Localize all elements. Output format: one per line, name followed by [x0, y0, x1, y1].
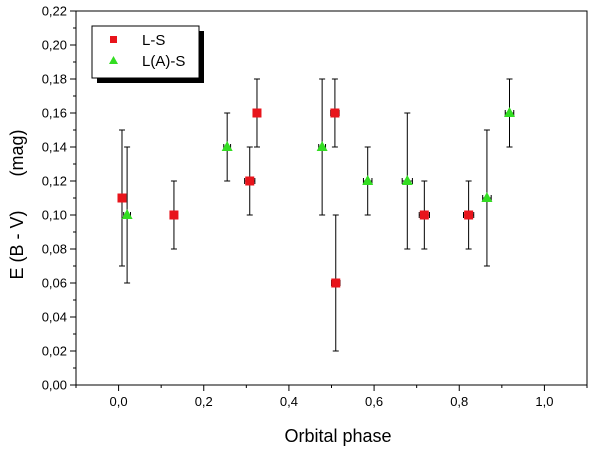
y-tick-label: 0,12 — [42, 174, 67, 189]
x-tick-label: 0,8 — [450, 394, 468, 409]
data-points — [117, 78, 515, 352]
data-point — [331, 214, 341, 352]
legend-marker-las — [109, 56, 118, 64]
data-point — [418, 180, 430, 250]
triangle-marker — [316, 141, 328, 151]
data-point — [503, 78, 515, 148]
x-tick-label: 0,6 — [365, 394, 383, 409]
legend-marker-ls — [110, 36, 117, 43]
triangle-marker — [121, 209, 133, 219]
legend-label-las: L(A)-S — [142, 53, 185, 70]
x-axis-title: Orbital phase — [284, 426, 391, 446]
data-point — [121, 146, 133, 284]
y-axis-unit: (mag) — [7, 129, 27, 176]
x-tick-label: 0,0 — [110, 394, 128, 409]
y-tick-label: 0,18 — [42, 72, 67, 87]
y-tick-label: 0,02 — [42, 344, 67, 359]
square-marker — [117, 193, 127, 203]
y-tick-label: 0,10 — [42, 208, 67, 223]
triangle-marker — [362, 175, 374, 185]
square-marker — [169, 210, 179, 220]
legend-label-ls: L-S — [142, 32, 165, 49]
data-point — [221, 112, 233, 182]
square-marker — [464, 210, 474, 220]
axis-ticks: 0,00 0,02 0,04 0,06 0,08 0,10 0,12 0,14 0,16 0,18… — [42, 4, 588, 409]
x-tick-label: 1,0 — [535, 394, 553, 409]
y-axis-title: E (B - V) — [7, 210, 27, 279]
x-tick-label: 0,4 — [280, 394, 298, 409]
triangle-marker — [401, 175, 413, 185]
y-tick-label: 0,00 — [42, 378, 67, 393]
y-tick-label: 0,14 — [42, 140, 67, 155]
data-point — [463, 180, 475, 250]
data-point — [169, 180, 179, 250]
data-point — [316, 78, 328, 216]
data-point — [330, 78, 340, 148]
y-tick-label: 0,04 — [42, 310, 67, 325]
data-point — [362, 146, 374, 216]
data-point — [117, 129, 127, 267]
y-tick-label: 0,22 — [42, 4, 67, 19]
data-point — [244, 146, 256, 216]
y-tick-label: 0,16 — [42, 106, 67, 121]
triangle-marker — [221, 141, 233, 151]
y-tick-label: 0,20 — [42, 38, 67, 53]
square-marker — [331, 278, 341, 288]
data-point — [481, 129, 493, 267]
square-marker — [419, 210, 429, 220]
y-tick-label: 0,08 — [42, 242, 67, 257]
square-marker — [252, 108, 262, 118]
data-point — [252, 78, 262, 148]
legend: L-S L(A)-S — [91, 25, 204, 83]
y-tick-label: 0,06 — [42, 276, 67, 291]
x-tick-label: 0,2 — [195, 394, 213, 409]
legend-box — [91, 25, 200, 79]
data-point — [401, 112, 413, 250]
square-marker — [330, 108, 340, 118]
square-marker — [245, 176, 255, 186]
triangle-marker — [481, 192, 493, 202]
triangle-marker — [503, 107, 515, 117]
